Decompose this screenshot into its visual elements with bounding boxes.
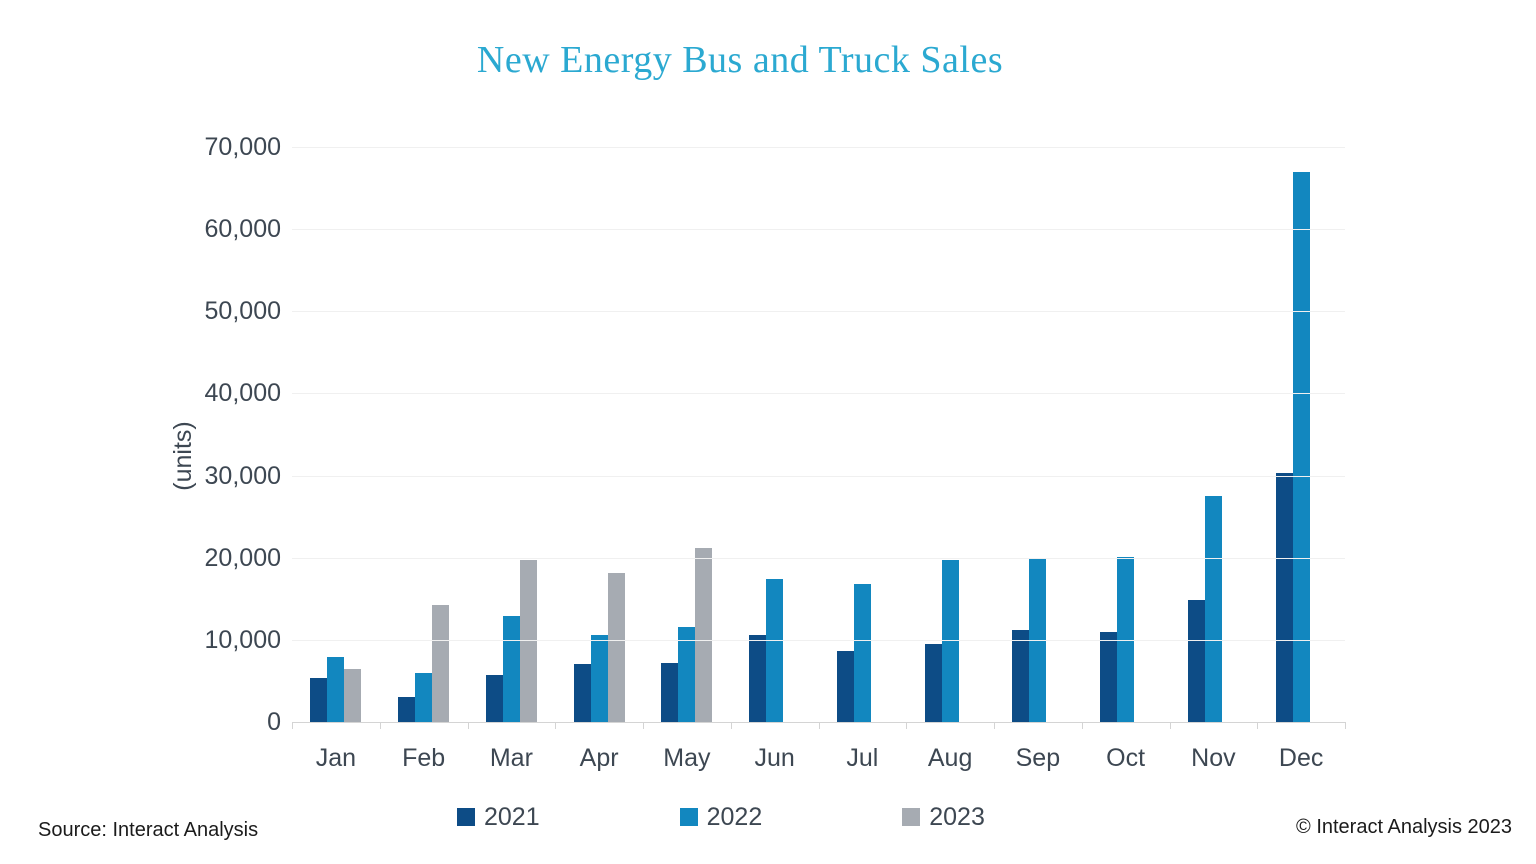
bar-2022-apr xyxy=(590,634,608,722)
bar-2021-jul xyxy=(836,651,854,722)
x-tick-label-may: May xyxy=(663,744,711,772)
legend-label-2023: 2023 xyxy=(929,803,985,831)
y-tick-label: 20,000 xyxy=(204,543,281,572)
bar-group-jun xyxy=(731,147,819,722)
bar-group-aug xyxy=(906,147,994,722)
x-tick-label-dec: Dec xyxy=(1278,744,1324,772)
legend-swatch-2022 xyxy=(679,808,698,826)
bar-2021-nov xyxy=(1187,599,1205,722)
bar-2022-dec xyxy=(1292,172,1310,722)
legend: 2021 2022 2023 xyxy=(457,804,985,830)
chart-title: New Energy Bus and Truck Sales xyxy=(476,39,1004,81)
bar-group-jan xyxy=(292,147,380,722)
bar-2022-oct xyxy=(1117,556,1135,722)
x-tick-label-apr: Apr xyxy=(579,744,619,772)
x-axis-tick xyxy=(1081,722,1083,729)
x-axis-tick xyxy=(818,722,820,729)
bar-2021-may xyxy=(661,662,679,722)
bar-2021-jun xyxy=(749,634,767,722)
bar-2021-feb xyxy=(398,696,416,722)
bar-group-mar xyxy=(468,147,556,722)
legend-item-2022: 2022 xyxy=(679,803,763,831)
y-tick-label: 0 xyxy=(267,708,281,736)
gridline xyxy=(292,639,1345,641)
x-tick-label-sep: Sep xyxy=(1015,744,1061,772)
bar-2022-jul xyxy=(853,584,871,722)
x-tick-label-jun: Jun xyxy=(754,744,795,772)
x-axis-tick xyxy=(994,722,995,729)
y-tick-label: 40,000 xyxy=(204,379,281,408)
bar-2021-jan xyxy=(310,678,328,722)
copyright-note: © Interact Analysis 2023 xyxy=(1296,816,1512,838)
y-axis-tick-labels: 0 10,000 20,000 30,000 40,000 50,000 60,000 70,… xyxy=(120,0,281,864)
bar-2023-mar xyxy=(519,560,537,722)
bar-2022-jun xyxy=(766,579,784,722)
legend-label-2021: 2021 xyxy=(484,803,540,831)
bar-group-nov xyxy=(1170,147,1258,722)
y-tick-label: 50,000 xyxy=(204,297,281,326)
legend-item-2023: 2023 xyxy=(902,804,985,830)
bar-2021-sep xyxy=(1012,630,1030,722)
x-axis-tick xyxy=(379,722,381,729)
x-axis-tick xyxy=(1345,722,1346,729)
source-note: Source: Interact Analysis xyxy=(38,819,259,841)
x-tick-label-nov: Nov xyxy=(1191,744,1236,772)
bar-2022-may xyxy=(678,626,696,722)
x-axis-tick xyxy=(467,722,469,729)
plot-area xyxy=(292,147,1346,729)
gridline xyxy=(292,475,1345,477)
y-tick-label: 60,000 xyxy=(204,215,281,244)
gridline xyxy=(292,147,1345,148)
gridline xyxy=(292,557,1345,559)
y-tick-label: 10,000 xyxy=(204,625,281,654)
legend-swatch-2023 xyxy=(902,808,921,826)
x-axis-tick xyxy=(730,722,732,729)
x-tick-label-aug: Aug xyxy=(927,744,973,772)
bar-group-dec xyxy=(1257,147,1345,722)
x-axis-tick xyxy=(643,722,644,729)
bar-2022-feb xyxy=(415,672,433,722)
x-tick-label-feb: Feb xyxy=(402,744,446,772)
bar-group-jul xyxy=(819,147,907,722)
bar-2022-aug xyxy=(941,560,959,722)
bars-container xyxy=(292,147,1345,722)
bar-2021-oct xyxy=(1100,632,1118,722)
bar-group-may xyxy=(643,147,731,722)
bar-2021-apr xyxy=(573,663,591,722)
x-axis-tick xyxy=(555,722,557,729)
y-tick-label: 70,000 xyxy=(204,133,281,161)
x-axis-tick xyxy=(292,722,293,729)
x-tick-label-oct: Oct xyxy=(1106,744,1146,772)
bar-2021-aug xyxy=(924,643,942,722)
x-axis-tick xyxy=(906,722,908,729)
x-axis-tick xyxy=(1169,722,1171,729)
bar-2023-jan xyxy=(344,668,362,722)
bar-2022-nov xyxy=(1204,496,1222,722)
gridline xyxy=(292,311,1345,313)
x-tick-label-mar: Mar xyxy=(489,744,533,772)
legend-swatch-2021 xyxy=(457,808,475,826)
bar-2023-feb xyxy=(432,605,450,722)
bar-2021-dec xyxy=(1275,473,1293,722)
gridline xyxy=(292,229,1345,231)
bar-2022-jan xyxy=(327,657,345,722)
bar-2022-mar xyxy=(502,616,520,722)
bar-group-sep xyxy=(994,147,1082,722)
bar-group-oct xyxy=(1082,147,1170,722)
bar-group-feb xyxy=(380,147,468,722)
x-axis-tick-labels: Jan Feb Mar Apr May Jun Jul Aug Sep Oct Nov Dec xyxy=(292,744,1345,773)
legend-item-2021: 2021 xyxy=(457,804,540,830)
bar-group-apr xyxy=(555,147,643,722)
bar-2023-apr xyxy=(607,573,625,722)
legend-label-2022: 2022 xyxy=(706,803,763,831)
y-tick-label: 30,000 xyxy=(204,461,281,490)
bar-2023-may xyxy=(695,547,713,722)
x-axis-tick xyxy=(1257,722,1259,729)
gridline xyxy=(292,393,1345,395)
x-tick-label-jan: Jan xyxy=(315,744,357,772)
x-tick-label-jul: Jul xyxy=(846,744,879,772)
bar-2021-mar xyxy=(485,675,503,722)
